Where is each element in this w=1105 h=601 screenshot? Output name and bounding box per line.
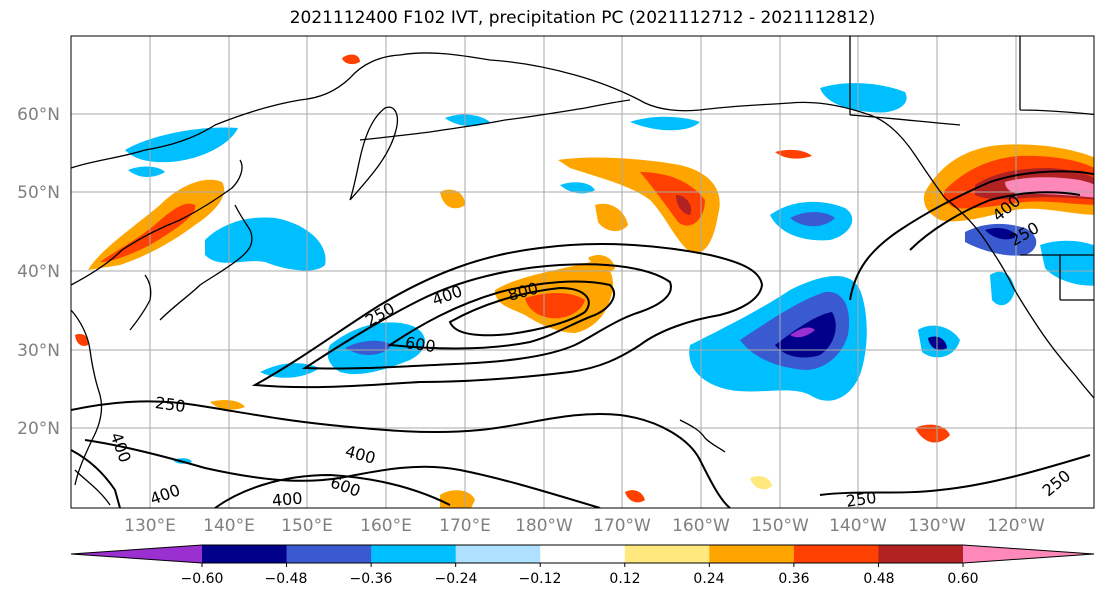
colorbar-tick-label: −0.36 xyxy=(350,571,393,587)
colorbar-tick-label: −0.48 xyxy=(265,571,308,587)
colorbar-cell xyxy=(709,545,795,563)
lon-label: 130°E xyxy=(124,516,176,536)
map-frame xyxy=(70,35,1095,509)
colorbar-tick-label: 0.48 xyxy=(863,571,894,587)
precip-patch-okhotsk-negative xyxy=(125,127,238,163)
ivt-contour-400-southwest xyxy=(71,449,121,508)
ivt-label: 600 xyxy=(404,333,437,356)
graticule xyxy=(71,36,1094,508)
coast-hawaii xyxy=(679,419,726,453)
ivt-contour-600-south xyxy=(214,473,451,508)
colorbar-tick-label: 0.24 xyxy=(693,571,724,587)
lon-label: 140°W xyxy=(829,516,887,536)
precip-patch-japan-negative xyxy=(205,217,326,271)
colorbar-cell xyxy=(455,545,541,563)
ivt-contour-400-northeast xyxy=(909,191,1081,251)
coast-aleutians xyxy=(359,99,631,141)
lon-label: 150°W xyxy=(751,516,809,536)
lon-label: 170°W xyxy=(593,516,651,536)
lon-label: 150°E xyxy=(281,516,333,536)
coast-canada-border xyxy=(849,36,961,126)
ivt-label: 250 xyxy=(845,488,878,511)
colorbar-tick-label: 0.36 xyxy=(778,571,809,587)
precip-patch-japan-core xyxy=(100,203,196,263)
colorbar-cell xyxy=(793,545,879,563)
ivt-contour-250-northeast xyxy=(849,170,1094,301)
colorbar-cell xyxy=(286,545,372,563)
ivt-contour-250-main xyxy=(251,243,764,389)
longitude-labels: 130°E 140°E 150°E 160°E 170°E 180°W 170°… xyxy=(124,516,1045,536)
colorbar-cells xyxy=(70,544,1095,567)
ivt-contour-800-main xyxy=(448,286,590,337)
lon-label: 160°E xyxy=(360,516,412,536)
ivt-contour-250-east xyxy=(819,454,1091,496)
lat-label: 40°N xyxy=(17,262,60,282)
coast-kamchatka xyxy=(349,106,399,201)
lon-label: 170°E xyxy=(439,516,491,536)
ivt-contour-600-main xyxy=(387,280,615,350)
map-title: 2021112400 F102 IVT, precipitation PC (2… xyxy=(289,8,876,28)
coast-china xyxy=(71,309,103,486)
colorbar-tick-label: 0.12 xyxy=(609,571,640,587)
coast-japan xyxy=(159,204,253,321)
ivt-label: 400 xyxy=(271,489,303,511)
coast-us-interior xyxy=(1019,36,1094,116)
coast-korea xyxy=(129,274,152,331)
lon-label: 140°E xyxy=(203,516,255,536)
colorbar-tick-label: −0.24 xyxy=(435,571,478,587)
coast-asia-north xyxy=(71,54,401,169)
lon-label: 160°W xyxy=(672,516,730,536)
colorbar: −0.60 −0.48 −0.36 −0.24 −0.12 0.12 0.24 … xyxy=(70,544,1095,587)
lat-label: 50°N xyxy=(17,183,60,203)
latitude-labels: 60°N 50°N 40°N 30°N 20°N xyxy=(17,105,60,439)
ivt-contours xyxy=(71,170,1094,508)
ivt-contour-400-south xyxy=(84,439,601,508)
colorbar-cell xyxy=(624,545,710,563)
coast-philippines xyxy=(74,469,111,506)
coastlines xyxy=(71,36,1094,506)
coast-north-america xyxy=(944,197,1094,400)
colorbar-tick-label: −0.12 xyxy=(519,571,562,587)
colorbar-tick-label: 0.60 xyxy=(947,571,978,587)
ivt-label: 250 xyxy=(154,393,187,416)
lon-label: 120°W xyxy=(987,516,1045,536)
colorbar-cell xyxy=(540,545,626,563)
colorbar-cell xyxy=(878,545,964,563)
coast-us-states xyxy=(1020,254,1094,301)
colorbar-cell xyxy=(371,545,457,563)
ivt-contour-400-main xyxy=(301,263,672,370)
lon-label: 130°W xyxy=(908,516,966,536)
precip-patch-ar-core xyxy=(525,293,585,319)
colorbar-extend-min xyxy=(71,545,202,563)
coast-alaska xyxy=(399,52,946,199)
colorbar-extend-max xyxy=(963,545,1094,563)
lat-label: 30°N xyxy=(17,341,60,361)
lat-label: 20°N xyxy=(17,419,60,439)
coast-asia-coast xyxy=(71,159,243,286)
precip-patch-westcoast-negative xyxy=(965,223,1037,256)
ivt-contour-250-south xyxy=(71,400,731,508)
lon-label: 180°W xyxy=(515,516,573,536)
colorbar-ticks: −0.60 −0.48 −0.36 −0.24 −0.12 0.12 0.24 … xyxy=(181,571,979,587)
lat-label: 60°N xyxy=(17,105,60,125)
colorbar-cell xyxy=(202,545,288,563)
colorbar-tick-label: −0.60 xyxy=(181,571,224,587)
